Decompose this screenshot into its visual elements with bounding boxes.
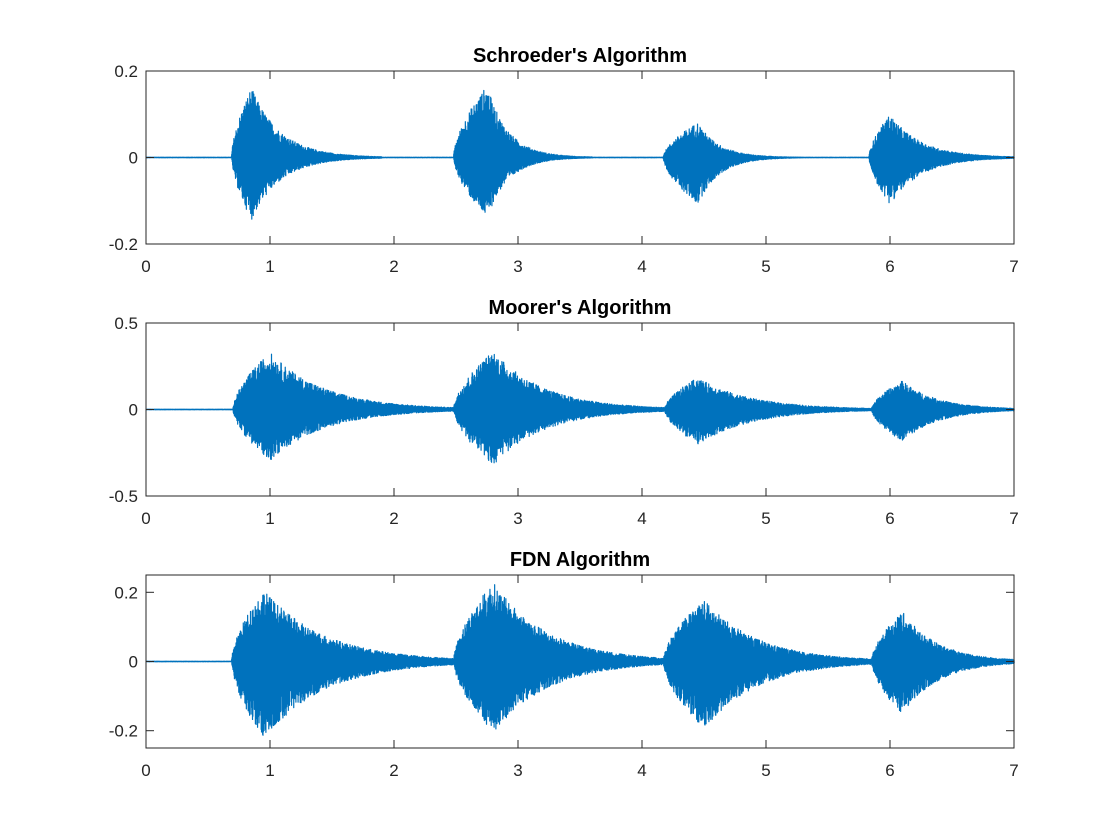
subplot-title: Moorer's Algorithm: [489, 297, 672, 319]
y-tick-label: 0.5: [114, 314, 138, 333]
x-tick-label: 2: [389, 257, 398, 276]
y-tick-label: 0: [129, 401, 138, 420]
y-tick-label: 0.2: [114, 583, 138, 602]
x-tick-label: 1: [265, 509, 274, 528]
x-tick-label: 2: [389, 761, 398, 780]
waveform-line: [145, 353, 1015, 464]
subplot-title: Schroeder's Algorithm: [473, 45, 687, 67]
subplot-title: FDN Algorithm: [510, 549, 650, 571]
x-tick-label: 7: [1009, 761, 1018, 780]
x-tick-label: 6: [885, 761, 894, 780]
x-tick-label: 1: [265, 761, 274, 780]
x-tick-label: 1: [265, 257, 274, 276]
y-tick-label: -0.5: [109, 487, 138, 506]
x-tick-label: 0: [141, 257, 150, 276]
x-tick-label: 7: [1009, 257, 1018, 276]
x-tick-label: 6: [885, 257, 894, 276]
x-tick-label: 4: [637, 257, 646, 276]
waveform-line: [145, 584, 1015, 736]
waveform-line: [145, 89, 1015, 220]
x-tick-label: 5: [761, 761, 770, 780]
subplot-fdn: 0 1 2 3 4 5 6 7 -0.2 0 0.2 FDN Algorithm: [109, 549, 1019, 780]
x-tick-label: 5: [761, 509, 770, 528]
x-tick-label: 4: [637, 761, 646, 780]
x-tick-label: 4: [637, 509, 646, 528]
x-tick-label: 2: [389, 509, 398, 528]
y-tick-label: 0: [129, 149, 138, 168]
x-tick-label: 6: [885, 509, 894, 528]
y-tick-label: -0.2: [109, 235, 138, 254]
x-tick-label: 5: [761, 257, 770, 276]
y-tick-label: -0.2: [109, 722, 138, 741]
x-tick-label: 7: [1009, 509, 1018, 528]
y-tick-label: 0: [129, 653, 138, 672]
x-tick-label: 0: [141, 509, 150, 528]
x-tick-label: 3: [513, 761, 522, 780]
x-tick-label: 3: [513, 257, 522, 276]
x-tick-label: 3: [513, 509, 522, 528]
y-tick-label: 0.2: [114, 62, 138, 81]
x-tick-label: 0: [141, 761, 150, 780]
